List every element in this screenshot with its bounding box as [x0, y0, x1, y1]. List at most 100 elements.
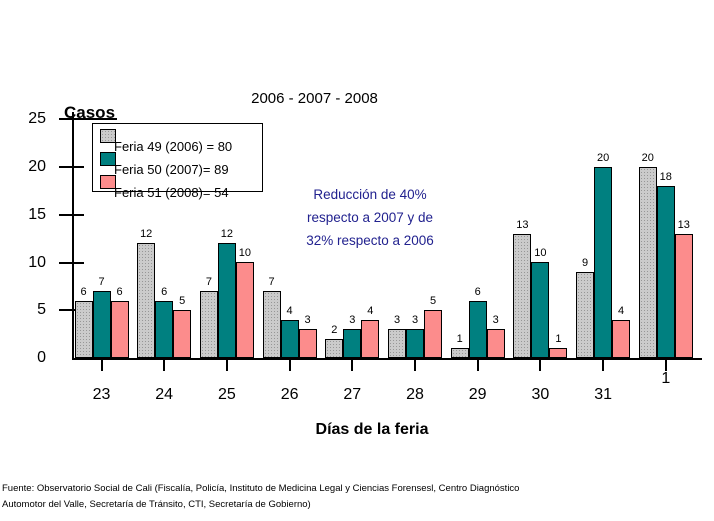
- bar-50-day-26: [280, 320, 299, 358]
- bar-value-label: 10: [238, 247, 252, 259]
- bar-value-label: 18: [659, 171, 672, 183]
- y-tick: [59, 166, 84, 168]
- x-category-label: 29: [468, 386, 487, 403]
- x-category-label: 23: [92, 386, 111, 403]
- bar-51-day-24: [173, 310, 192, 358]
- x-category-label: 30: [531, 386, 550, 403]
- x-axis-title: Días de la feria: [315, 421, 429, 438]
- bar-51-day-25: [235, 262, 254, 358]
- x-tick: [100, 358, 103, 371]
- bar-50-day-27: [343, 329, 362, 358]
- y-axis-title: Casos: [64, 103, 116, 122]
- bar-49-day-25: [199, 291, 218, 358]
- bar-value-label: 3: [411, 314, 419, 326]
- x-tick: [414, 358, 416, 371]
- x-category-label: 26: [280, 386, 299, 403]
- y-tick: [59, 261, 84, 264]
- bar-value-label: 6: [116, 286, 123, 298]
- source-note-line-1: Fuente: Observatorio Social de Cali (Fis…: [2, 483, 520, 494]
- bar-50-day-28: [406, 329, 424, 358]
- legend-label: Feria 51 (2008)= 54: [114, 185, 229, 200]
- legend-item: Feria 49 (2006) = 80: [93, 127, 262, 154]
- bar-50-day-1: [656, 186, 675, 358]
- bar-value-label: 1: [456, 333, 463, 345]
- bar-value-label: 13: [677, 219, 690, 231]
- y-tick-label: 5: [37, 301, 46, 319]
- bar-50-day-23: [92, 291, 111, 358]
- source-note: Fuente: Observatorio Social de Cali (Fis…: [2, 481, 602, 512]
- bar-value-label: 4: [367, 305, 374, 317]
- x-tick: [225, 358, 228, 371]
- bar-51-day-1: [674, 234, 693, 358]
- legend-label: Feria 49 (2006) = 80: [114, 139, 233, 154]
- bar-50-day-24: [155, 301, 174, 358]
- bar-value-label: 12: [140, 228, 153, 240]
- x-tick: [602, 358, 605, 371]
- bar-50-day-30: [531, 262, 550, 358]
- bar-value-label: 12: [220, 228, 234, 240]
- bar-value-label: 6: [80, 286, 87, 298]
- bar-value-label: 5: [179, 295, 186, 307]
- x-category-label: 31: [594, 386, 612, 403]
- annotation-line: 32% respecto a 2006: [306, 233, 434, 248]
- bar-51-day-29: [486, 329, 505, 358]
- bar-49-day-24: [137, 243, 156, 358]
- bar-value-label: 9: [582, 257, 589, 269]
- bar-51-day-28: [424, 310, 442, 358]
- x-tick: [351, 358, 354, 371]
- bar-49-day-31: [576, 272, 595, 358]
- x-tick: [476, 358, 479, 371]
- bar-value-label: 3: [304, 314, 311, 326]
- bar-value-label: 13: [516, 219, 529, 231]
- bar-value-label: 4: [286, 305, 293, 317]
- bar-value-label: 4: [618, 305, 625, 317]
- bar-49-day-30: [513, 234, 532, 358]
- bar-49-day-28: [388, 329, 406, 358]
- y-tick-label: 20: [28, 158, 46, 175]
- bar-value-label: 10: [534, 247, 547, 259]
- bar-value-label: 5: [429, 295, 437, 307]
- bar-51-day-26: [298, 329, 317, 358]
- y-axis-line: [72, 112, 74, 360]
- legend-swatch-teal: [100, 152, 116, 166]
- x-tick: [539, 358, 542, 371]
- legend-item: Feria 51 (2008)= 54: [93, 173, 262, 200]
- bar-value-label: 3: [393, 314, 401, 326]
- bar-value-label: 7: [98, 276, 105, 288]
- bar-value-label: 6: [474, 286, 481, 298]
- x-category-label: 24: [155, 386, 174, 403]
- bar-51-day-30: [549, 348, 568, 358]
- legend-swatch-gray: [100, 129, 116, 143]
- bar-49-day-27: [325, 339, 344, 358]
- chart-title: 2006 - 2007 - 2008: [251, 90, 378, 107]
- bar-value-label: 1: [555, 333, 562, 345]
- y-tick: [59, 309, 84, 312]
- bar-49-day-1: [638, 167, 657, 358]
- y-tick-label: 10: [28, 253, 46, 271]
- y-tick: [59, 213, 84, 216]
- legend-swatch-salmon: [100, 175, 116, 189]
- bar-value-label: 20: [596, 152, 610, 164]
- bar-value-label: 7: [205, 276, 212, 288]
- bar-50-day-31: [594, 167, 613, 358]
- x-category-label: 25: [217, 386, 236, 403]
- x-category-label: 27: [343, 386, 362, 403]
- y-tick-label: 15: [28, 205, 46, 223]
- legend: Feria 49 (2006) = 80 Feria 50 (2007)= 89…: [92, 123, 263, 200]
- x-tick: [288, 358, 291, 371]
- y-tick-label: 0: [37, 349, 46, 366]
- x-tick: [163, 358, 166, 371]
- legend-item: Feria 50 (2007)= 89: [93, 150, 262, 177]
- x-category-label: 28: [406, 386, 424, 403]
- bar-value-label: 20: [641, 152, 654, 164]
- bar-value-label: 7: [268, 276, 275, 288]
- x-axis-line: [72, 358, 702, 360]
- bar-value-label: 2: [331, 324, 338, 336]
- x-tick: [664, 358, 667, 371]
- legend-label: Feria 50 (2007)= 89: [114, 162, 229, 177]
- bar-49-day-29: [450, 348, 469, 358]
- bar-50-day-29: [468, 301, 487, 358]
- x-category-label: 1: [661, 370, 671, 387]
- bar-51-day-23: [110, 301, 129, 358]
